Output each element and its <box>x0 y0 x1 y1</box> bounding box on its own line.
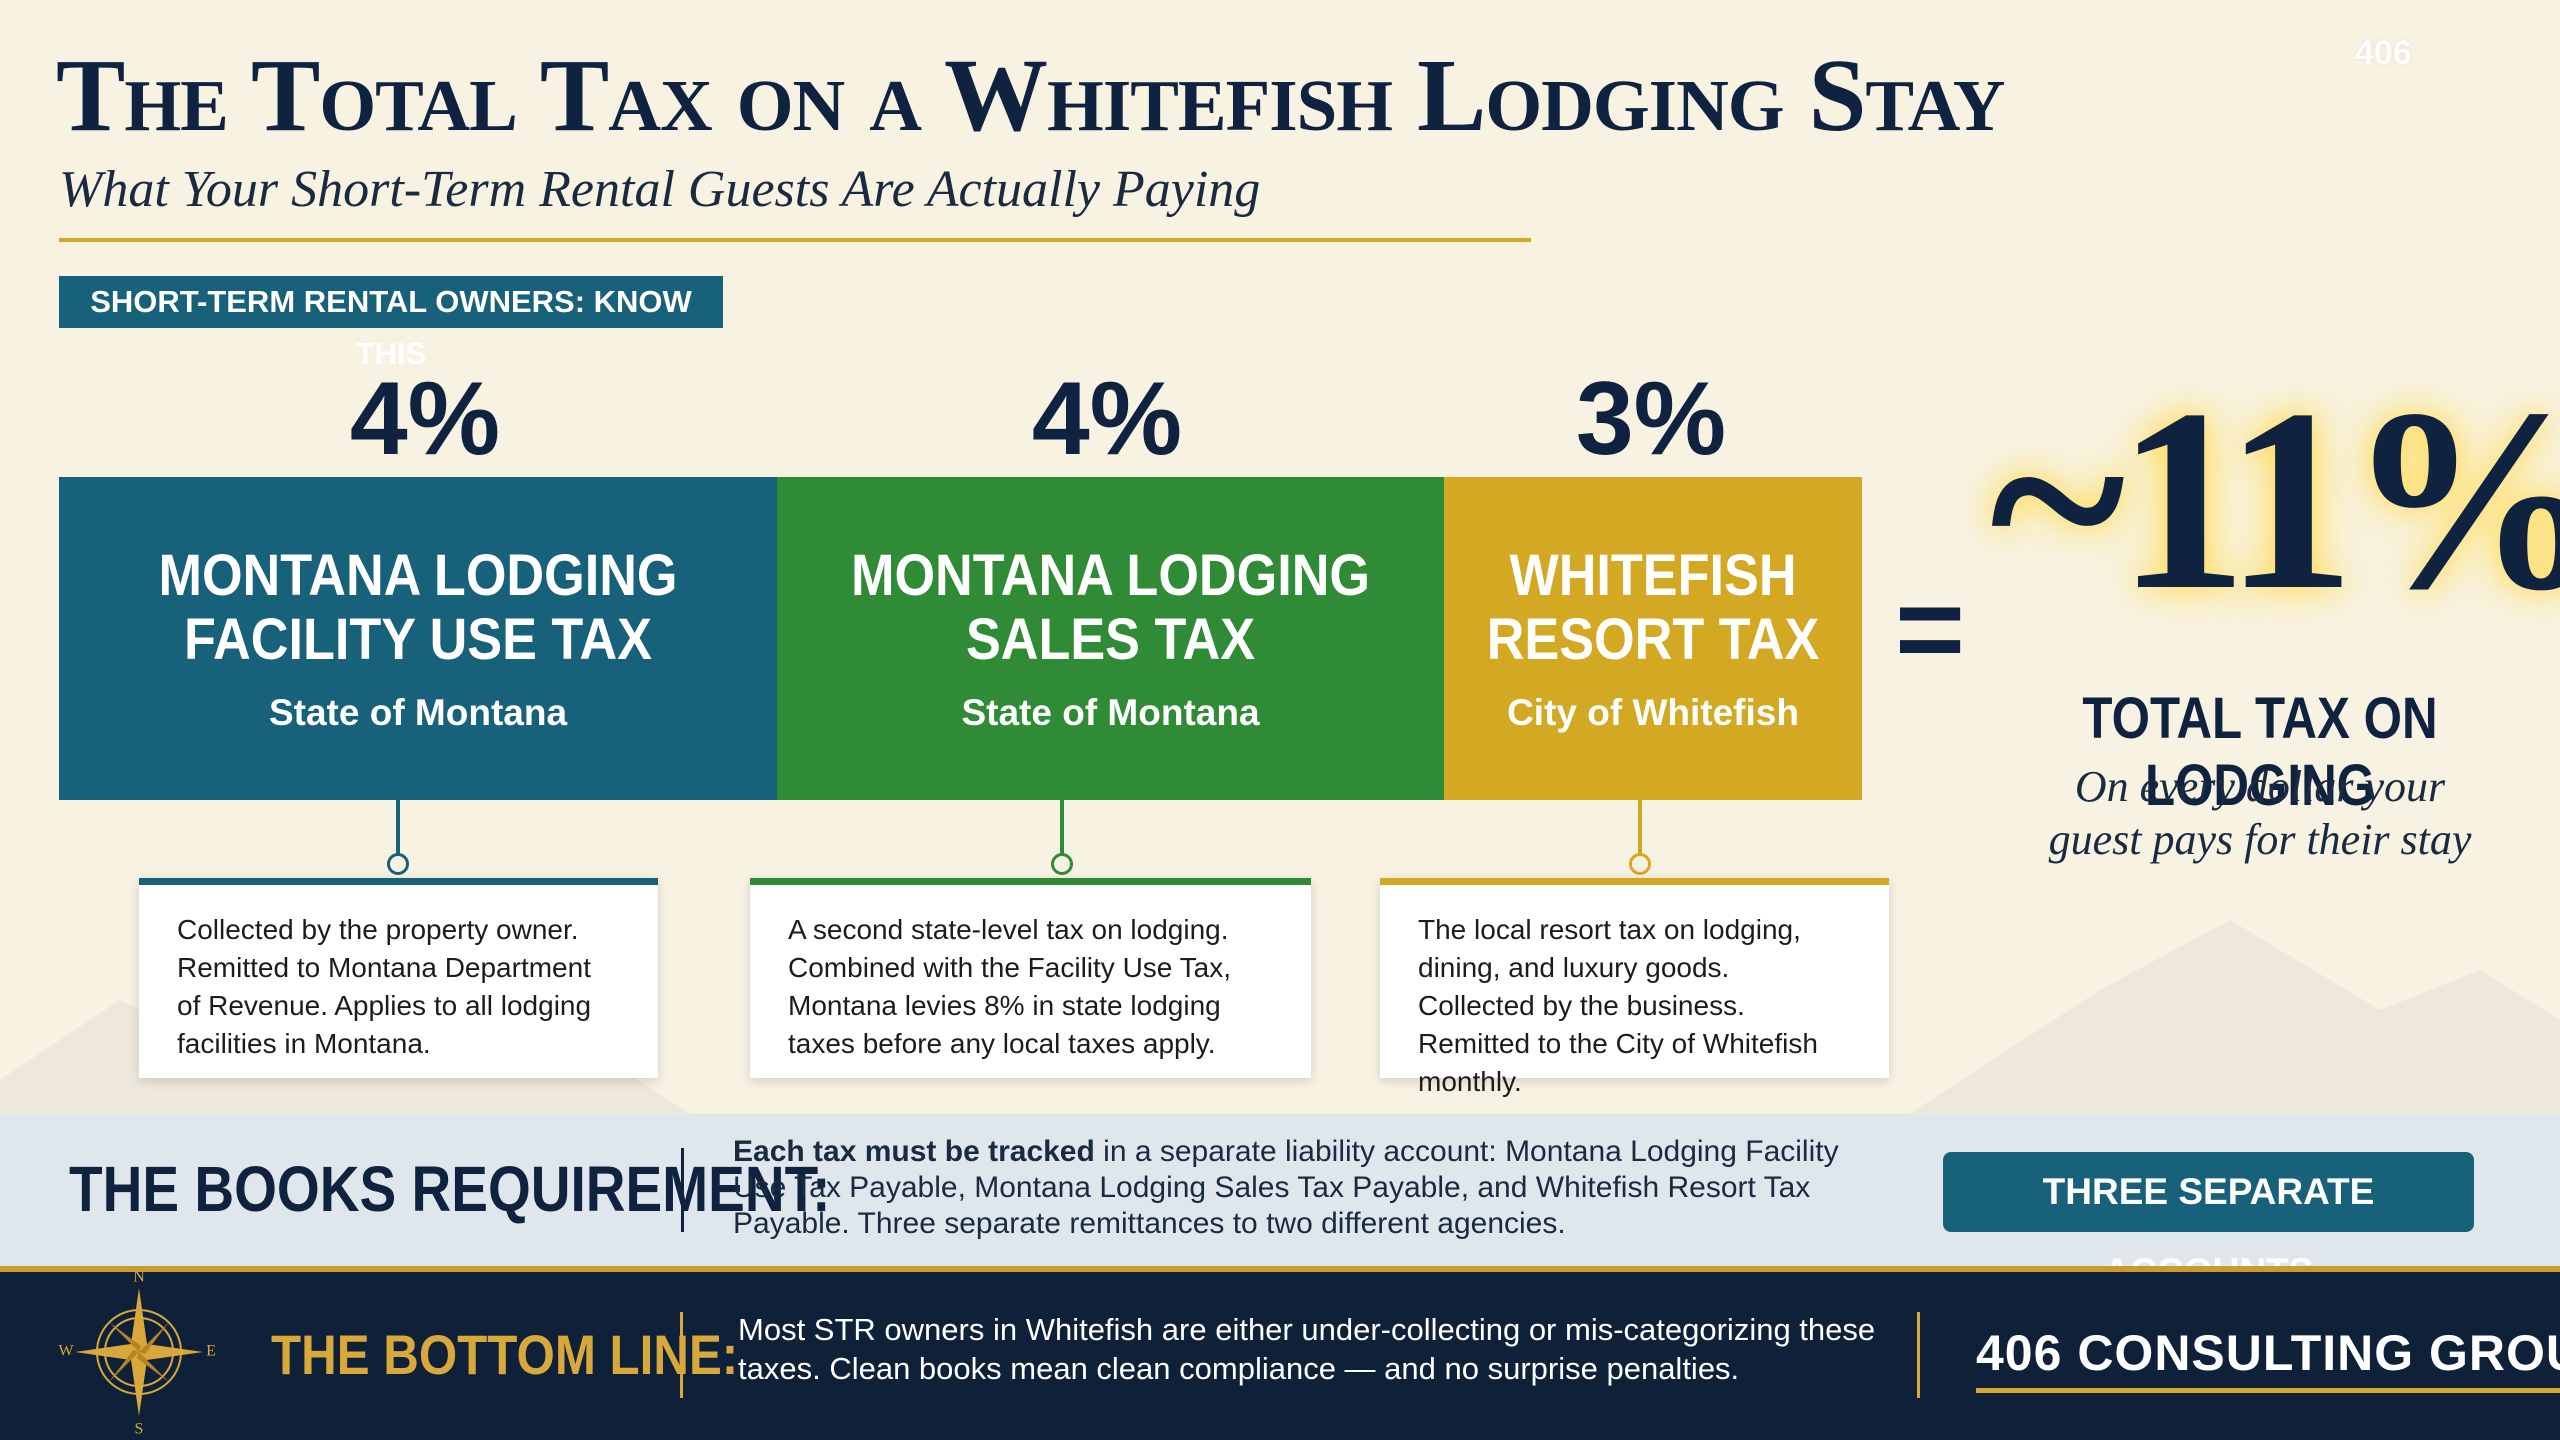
books-text: Each tax must be tracked in a separate l… <box>733 1134 1883 1242</box>
compass: N E S W <box>58 1269 216 1438</box>
tax-rate: 3% <box>1575 361 1727 477</box>
tax-rate: 4% <box>1031 361 1183 477</box>
title: The Total Tax on a Whitefish Lodging Sta… <box>56 38 2005 153</box>
footer-text: Most STR owners in Whitefish are either … <box>738 1312 1876 1386</box>
compass-label: E <box>206 1343 216 1360</box>
books-body: in a separate liability account: Montana… <box>733 1135 1839 1240</box>
footer-heading: THE BOTTOM LINE: <box>271 1323 739 1386</box>
tax-card: A second state-level tax on lodging. Com… <box>750 878 1311 1078</box>
subtitle: What Your Short-Term Rental Guests Are A… <box>59 161 1261 218</box>
tax-card: The local resort tax on lodging, dining,… <box>1380 878 1889 1097</box>
compass-label: W <box>58 1343 74 1360</box>
compass-label: S <box>135 1421 144 1438</box>
connector-dot <box>387 853 409 875</box>
connector <box>1638 800 1642 860</box>
total-rate: ~11% <box>1990 356 2560 644</box>
connector <box>396 800 400 860</box>
badge: SHORT-TERM RENTAL OWNERS: KNOW THIS <box>59 276 723 371</box>
connector-dot <box>1051 853 1073 875</box>
tax-name: MONTANA LODGING SALES TAX <box>850 542 1371 672</box>
separator <box>681 1148 684 1232</box>
divider <box>59 238 1531 242</box>
tax-name: MONTANA LODGING FACILITY USE TAX <box>158 542 678 672</box>
total-label: TOTAL TAX ON LODGING <box>2082 686 2438 818</box>
tax-box: WHITEFISH RESORT TAX City of Whitefish <box>1444 477 1862 800</box>
tax-card: Collected by the property owner. Remitte… <box>139 878 658 1078</box>
accounts-button: THREE SEPARATE ACCOUNTS <box>1943 1152 2474 1292</box>
logo: 406 <box>2355 34 2412 72</box>
connector-dot <box>1629 853 1651 875</box>
tax-rate: 4% <box>349 361 501 477</box>
gold-line <box>0 1266 2560 1272</box>
footer <box>0 1272 2560 1440</box>
connector <box>1060 800 1064 860</box>
books-emphasis: Each tax must be tracked <box>733 1135 1095 1168</box>
tax-box: MONTANA LODGING SALES TAX State of Monta… <box>777 477 1444 800</box>
tax-name: WHITEFISH RESORT TAX <box>1486 542 1820 672</box>
tax-box: MONTANA LODGING FACILITY USE TAX State o… <box>59 477 777 800</box>
books-heading: THE BOOKS REQUIREMENT: <box>69 1153 831 1225</box>
separator <box>680 1312 683 1398</box>
tax-authority: State of Montana <box>961 691 1260 733</box>
brand: 406 CONSULTING GROUP <box>1976 1324 2560 1393</box>
compass-label: N <box>133 1269 145 1286</box>
total-note: On every dollar your guest pays for thei… <box>2048 762 2472 864</box>
equals: = <box>1895 562 1966 696</box>
tax-authority: City of Whitefish <box>1507 691 1799 733</box>
mountains <box>0 920 2560 1120</box>
separator <box>1917 1312 1920 1398</box>
tax-authority: State of Montana <box>268 691 568 733</box>
